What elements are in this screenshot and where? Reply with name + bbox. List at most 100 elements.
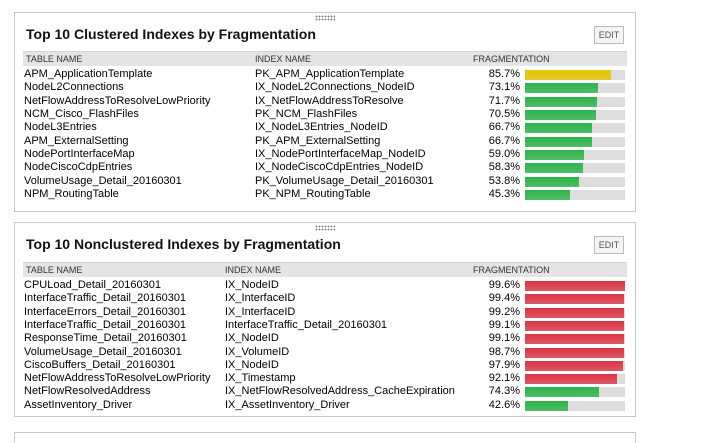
fragmentation-value: 97.9% xyxy=(488,358,520,371)
index-name: PK_APM_ApplicationTemplate xyxy=(255,68,405,80)
column-header: INDEX NAME xyxy=(225,265,282,275)
bar-track xyxy=(525,387,625,398)
fragmentation-bar xyxy=(525,320,625,331)
table-row: APM_ApplicationTemplate PK_APM_Applicatio… xyxy=(15,68,635,81)
index-name: IX_Timestamp xyxy=(225,372,296,385)
table-name: CPULoad_Detail_20160301 xyxy=(24,279,161,291)
index-name: PK_APM_ExternalSetting xyxy=(255,134,381,147)
fragmentation-bar xyxy=(525,163,584,174)
fragmentation-value: 99.1% xyxy=(488,318,520,331)
bar-track xyxy=(525,190,625,201)
index-name: IX_NodeID xyxy=(225,279,279,291)
bar-track xyxy=(525,360,625,371)
fragmentation-value: 58.3% xyxy=(488,161,520,174)
table-row: NodeCiscoCdpEntries IX_NodeCiscoCdpEntrie… xyxy=(15,161,635,174)
fragmentation-value: 98.7% xyxy=(488,345,520,358)
edit-button[interactable]: EDIT xyxy=(594,236,624,254)
bar-track xyxy=(525,163,625,174)
table-name: APM_ExternalSetting xyxy=(24,134,129,147)
table-name: CiscoBuffers_Detail_20160301 xyxy=(24,358,176,371)
index-name: IX_NodePortInterfaceMap_NodeID xyxy=(255,148,426,161)
column-header: FRAGMENTATION xyxy=(473,265,550,275)
fragmentation-bar xyxy=(525,294,625,305)
table-row: NetFlowAddressToResolveLowPriority IX_Tim… xyxy=(15,372,635,385)
bar-track xyxy=(525,96,625,107)
fragmentation-bar xyxy=(525,374,618,385)
index-name: IX_InterfaceID xyxy=(225,305,296,318)
table-name: NodeCiscoCdpEntries xyxy=(24,161,133,174)
next-panel xyxy=(14,432,636,443)
drag-handle xyxy=(315,15,335,21)
table-name: NetFlowResolvedAddress xyxy=(24,385,151,398)
index-name: InterfaceTraffic_Detail_20160301 xyxy=(225,318,388,331)
fragmentation-bar xyxy=(525,136,592,147)
fragmentation-bar xyxy=(525,347,624,358)
column-header: TABLE NAME xyxy=(26,54,83,64)
table-name: NodePortInterfaceMap xyxy=(24,148,135,161)
bar-track xyxy=(525,334,625,345)
table-name: AssetInventory_Driver xyxy=(24,398,133,411)
table-row: InterfaceErrors_Detail_20160301 IX_Interf… xyxy=(15,306,635,319)
table-row: NCM_Cisco_FlashFiles PK_NCM_FlashFiles 70.… xyxy=(15,108,635,121)
fragmentation-bar xyxy=(525,96,597,107)
table-row: NPM_RoutingTable PK_NPM_RoutingTable 45.3% xyxy=(15,188,635,201)
panel-title: Top 10 Clustered Indexes by Fragmentatio… xyxy=(26,26,316,42)
fragmentation-bar xyxy=(525,150,584,161)
table-name: NCM_Cisco_FlashFiles xyxy=(24,108,139,121)
table-name: ResponseTime_Detail_20160301 xyxy=(24,332,187,345)
column-header: TABLE NAME xyxy=(26,265,83,275)
table-name: InterfaceErrors_Detail_20160301 xyxy=(24,305,187,318)
bar-track xyxy=(525,136,625,147)
fragmentation-bar xyxy=(525,334,625,345)
drag-handle xyxy=(315,225,335,231)
edit-button[interactable]: EDIT xyxy=(594,26,624,44)
fragmentation-bar xyxy=(525,400,568,411)
index-name: IX_NodeID xyxy=(225,332,279,345)
table-name: APM_ApplicationTemplate xyxy=(24,68,153,80)
bar-track xyxy=(525,281,625,291)
index-name: IX_NodeL3Entries_NodeID xyxy=(255,121,388,134)
table-row: InterfaceTraffic_Detail_20160301 Interfac… xyxy=(15,319,635,332)
table-row: CPULoad_Detail_20160301 IX_NodeID 99.6% xyxy=(15,279,635,292)
bar-track xyxy=(525,83,625,94)
bar-track xyxy=(525,123,625,134)
table-name: VolumeUsage_Detail_20160301 xyxy=(24,174,182,187)
index-name: IX_NodeCiscoCdpEntries_NodeID xyxy=(255,161,424,174)
fragmentation-value: 73.1% xyxy=(488,81,520,94)
table-row: VolumeUsage_Detail_20160301 PK_VolumeUsag… xyxy=(15,175,635,188)
fragmentation-value: 66.7% xyxy=(488,134,520,147)
fragmentation-value: 99.2% xyxy=(488,305,520,318)
fragmentation-value: 66.7% xyxy=(488,121,520,134)
index-name: PK_NPM_RoutingTable xyxy=(255,188,371,201)
panel-title: Top 10 Nonclustered Indexes by Fragmenta… xyxy=(26,236,341,252)
fragmentation-bar xyxy=(525,123,592,134)
index-name: IX_NetFlowResolvedAddress_CacheExpiratio… xyxy=(225,385,455,398)
fragmentation-value: 85.7% xyxy=(488,68,520,80)
bar-track xyxy=(525,400,625,411)
fragmentation-bar xyxy=(525,83,599,94)
fragmentation-value: 92.1% xyxy=(488,372,520,385)
widget-panel: Top 10 Nonclustered Indexes by Fragmenta… xyxy=(14,222,636,417)
column-header: FRAGMENTATION xyxy=(473,54,550,64)
fragmentation-bar xyxy=(525,281,625,291)
table-name: NetFlowAddressToResolveLowPriority xyxy=(24,372,211,385)
table-header: TABLE NAME INDEX NAME FRAGMENTATION xyxy=(23,51,627,66)
table-row: NodeL3Entries IX_NodeL3Entries_NodeID 66.7… xyxy=(15,121,635,134)
table-row: NodePortInterfaceMap IX_NodePortInterface… xyxy=(15,148,635,161)
fragmentation-bar xyxy=(525,176,579,187)
widget-panel: Top 10 Clustered Indexes by Fragmentatio… xyxy=(14,12,636,212)
table-name: NodeL2Connections xyxy=(24,81,124,94)
fragmentation-bar xyxy=(525,360,623,371)
table-name: NPM_RoutingTable xyxy=(24,188,119,201)
bar-track xyxy=(525,320,625,331)
table-name: NodeL3Entries xyxy=(24,121,97,134)
table-row: VolumeUsage_Detail_20160301 IX_VolumeID 98… xyxy=(15,346,635,359)
fragmentation-value: 70.5% xyxy=(488,108,520,121)
table-name: InterfaceTraffic_Detail_20160301 xyxy=(24,292,187,305)
fragmentation-value: 99.6% xyxy=(488,279,520,291)
table-row: APM_ExternalSetting PK_APM_ExternalSettin… xyxy=(15,135,635,148)
fragmentation-value: 71.7% xyxy=(488,94,520,107)
table-name: InterfaceTraffic_Detail_20160301 xyxy=(24,318,187,331)
fragmentation-bar xyxy=(525,387,600,398)
index-name: IX_NetFlowAddressToResolve xyxy=(255,94,404,107)
